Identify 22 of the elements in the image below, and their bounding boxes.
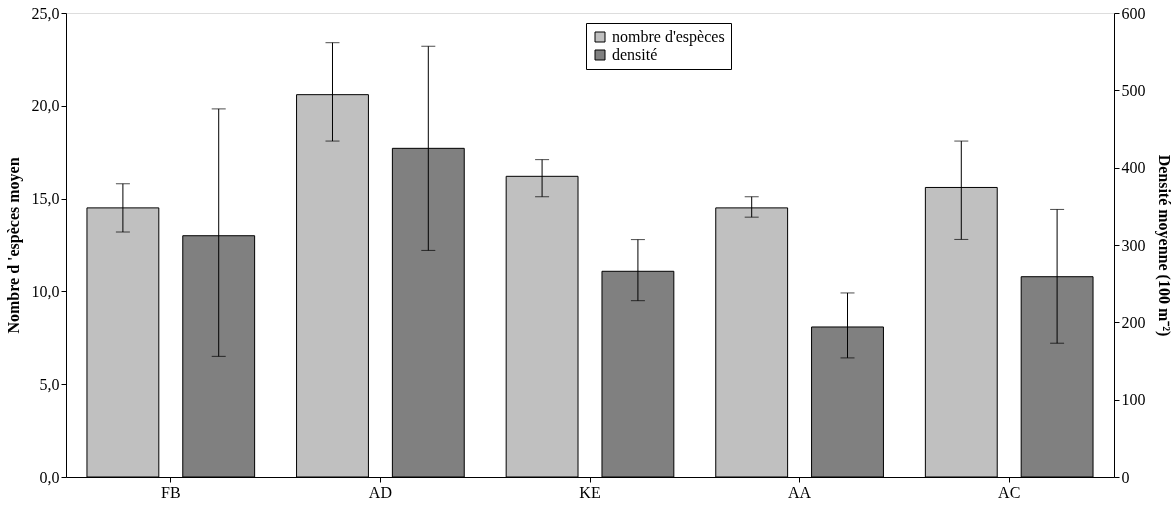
- x-tick-label: AA: [788, 483, 812, 501]
- y2-tick-label: 600: [1121, 4, 1146, 22]
- legend-label: densité: [612, 46, 658, 63]
- y2-tick-label: 300: [1121, 236, 1146, 254]
- y2-tick-label: 500: [1121, 81, 1146, 99]
- y2-tick-label: 0: [1121, 468, 1130, 486]
- x-tick-label: KE: [579, 483, 601, 501]
- y-tick-label: 25,0: [31, 4, 60, 22]
- y-tick-label: 15,0: [31, 190, 60, 208]
- y2-tick-label: 400: [1121, 159, 1146, 177]
- x-tick-label: AC: [998, 483, 1021, 501]
- x-tick-label: AD: [368, 483, 392, 501]
- y2-tick-label: 200: [1121, 313, 1146, 331]
- y2-tick-label: 100: [1121, 391, 1146, 409]
- y-tick-label: 5,0: [39, 375, 60, 393]
- x-tick-label: FB: [161, 483, 181, 501]
- y-tick-label: 10,0: [31, 282, 60, 300]
- legend-label: nombre d'espèces: [612, 28, 725, 46]
- y-tick-label: 0,0: [39, 468, 60, 486]
- y-axis-title: Nombre d 'espèces moyen: [4, 157, 23, 334]
- y-tick-label: 20,0: [31, 97, 60, 115]
- y2-axis-title: Densité moyenne (100 m⁻²): [1154, 154, 1173, 337]
